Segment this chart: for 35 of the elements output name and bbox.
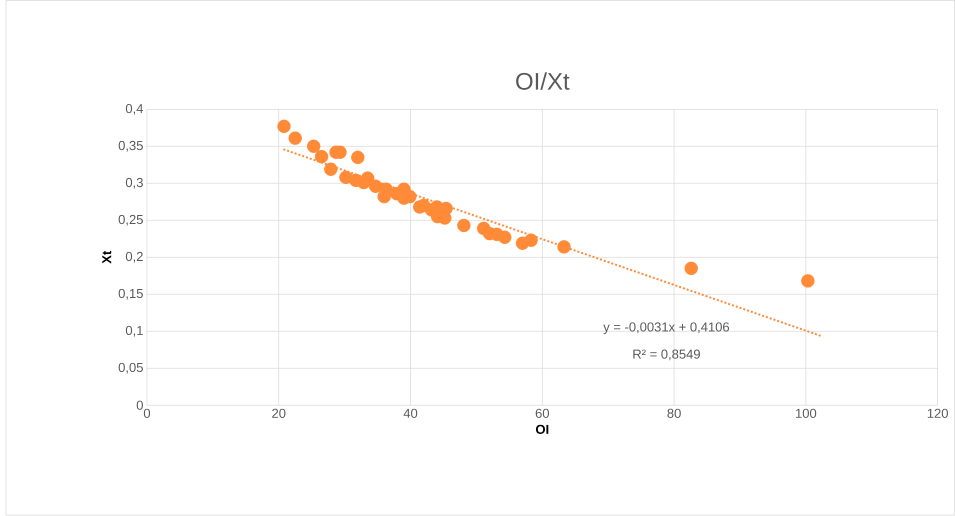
x-tick-label: 40 (404, 408, 418, 418)
point (351, 150, 365, 164)
x-tick-label: 20 (272, 408, 286, 418)
y-tick-label: 0,35 (118, 141, 143, 152)
point (368, 180, 382, 194)
y-axis-title: Xt (102, 251, 112, 264)
x-tick-label: 60 (536, 408, 550, 418)
point (684, 262, 698, 276)
x-axis-title: OI (536, 424, 548, 434)
y-tick-label: 0,3 (126, 178, 143, 189)
y-tick-label: 0 (136, 400, 143, 410)
y-tick-label: 0,15 (118, 289, 143, 300)
point (457, 218, 471, 232)
x-tick-label: 80 (667, 408, 681, 418)
y-tick-label: 0,1 (126, 326, 143, 337)
point (324, 162, 338, 176)
point (377, 190, 391, 204)
point (314, 150, 328, 164)
x-tick-label: 0 (144, 408, 150, 418)
point (277, 120, 291, 134)
y-tick-label: 0,25 (118, 215, 143, 226)
point (306, 140, 320, 154)
point (557, 240, 571, 254)
annotation: y = -0,0031x + 0,4106 (603, 322, 730, 334)
point (801, 274, 815, 288)
point (498, 230, 512, 244)
y-tick-label: 0,05 (118, 363, 143, 374)
y-tick-label: 0,2 (126, 252, 143, 263)
y-tick-label: 0,4 (126, 104, 144, 115)
point (524, 234, 538, 248)
chart-title: OI/Xt (516, 72, 570, 90)
annotation: R² = 0,8549 (633, 350, 700, 360)
x-tick-label: 120 (928, 408, 948, 418)
point (288, 132, 302, 146)
x-tick-label: 100 (796, 408, 816, 418)
